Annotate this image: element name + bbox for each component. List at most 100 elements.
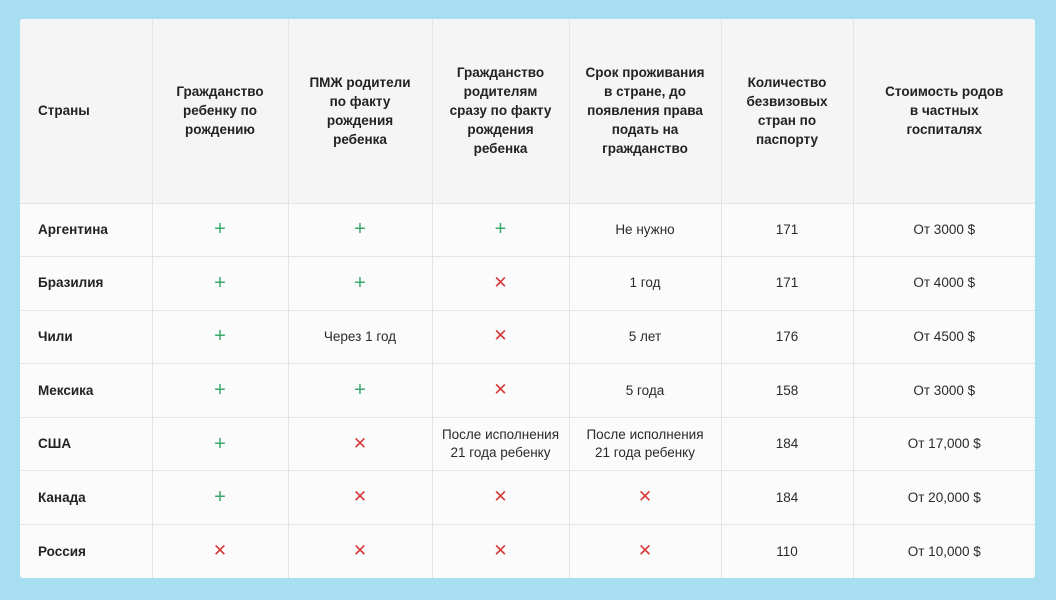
table-cell: От 3000 $ <box>853 363 1035 418</box>
table-cell: + <box>432 203 570 258</box>
table-cell: ✕ <box>288 470 433 526</box>
table-cell: ✕ <box>432 363 570 418</box>
country-name: США <box>20 417 153 472</box>
plus-icon: + <box>354 218 366 241</box>
country-name: Россия <box>20 524 153 578</box>
table-cell: + <box>152 363 289 418</box>
header-residence-period: Срок проживания в стране, до появления п… <box>569 19 722 204</box>
table-cell: + <box>152 203 289 258</box>
cell-text: 158 <box>775 382 799 398</box>
cell-text: 171 <box>775 221 799 237</box>
table-cell: ✕ <box>569 524 722 578</box>
header-visa-free: Количество безвизовых стран по паспорту <box>721 19 854 204</box>
cross-icon: ✕ <box>493 380 508 400</box>
country-name: Бразилия <box>20 256 153 311</box>
table-header: Страны Гражданство ребенку по рождению П… <box>20 19 1035 204</box>
table-row: Бразилия + + ✕ 1 год 171 От 4000 $ <box>20 256 1035 311</box>
table-row: Аргентина + + + Не нужно 171 От 3000 $ <box>20 203 1035 258</box>
cell-text: 184 <box>775 436 799 452</box>
cell-text: 176 <box>775 328 799 344</box>
table-body: Аргентина + + + Не нужно 171 От 3000 $ Бразилия… <box>20 203 1035 578</box>
cell-text: От 4500 $ <box>913 328 976 344</box>
comparison-card: Страны Гражданство ребенку по рождению П… <box>20 19 1035 578</box>
plus-icon: + <box>214 271 226 294</box>
table-cell: + <box>288 203 433 258</box>
cross-icon: ✕ <box>493 326 508 346</box>
table-cell: 184 <box>721 470 854 526</box>
plus-icon: + <box>354 379 366 402</box>
plus-icon: + <box>494 218 507 241</box>
table-cell: От 17,000 $ <box>853 417 1035 472</box>
table-row: США + ✕ После исполнения 21 года ребенку Пос… <box>20 417 1035 472</box>
plus-icon: + <box>214 379 226 402</box>
cell-text: От 10,000 $ <box>907 543 981 559</box>
cross-icon: ✕ <box>352 541 368 561</box>
cell-text: 184 <box>775 489 799 505</box>
cross-icon: ✕ <box>637 541 653 561</box>
table-row: Чили + Через 1 год ✕ 5 лет 176 От 4500 $ <box>20 310 1035 365</box>
country-name: Мексика <box>20 363 153 418</box>
table-cell: От 4000 $ <box>853 256 1035 311</box>
cell-text: От 3000 $ <box>913 382 976 398</box>
cell-text: От 3000 $ <box>913 221 976 237</box>
table-cell: 184 <box>721 417 854 472</box>
table-cell: От 10,000 $ <box>853 524 1035 578</box>
header-parents-citizenship: Гражданство родителям сразу по факту рож… <box>432 19 570 204</box>
cross-icon: ✕ <box>637 487 653 507</box>
header-row: Страны Гражданство ребенку по рождению П… <box>20 19 1035 204</box>
cell-text: От 4000 $ <box>913 275 976 291</box>
comparison-table: Страны Гражданство ребенку по рождению П… <box>20 19 1035 578</box>
table-cell: 171 <box>721 256 854 311</box>
country-name: Чили <box>20 310 153 365</box>
cross-icon: ✕ <box>493 272 508 292</box>
table-row: Россия ✕ ✕ ✕ ✕ 110 От 10,000 $ <box>20 524 1035 578</box>
cell-text: 1 год <box>629 275 661 291</box>
table-cell: 176 <box>721 310 854 365</box>
cross-icon: ✕ <box>352 487 368 507</box>
table-cell: 5 года <box>569 363 722 418</box>
country-name: Канада <box>20 470 153 526</box>
table-cell: 5 лет <box>569 310 722 365</box>
cell-text: Через 1 год <box>323 328 397 344</box>
table-cell: + <box>152 310 289 365</box>
table-cell: + <box>152 256 289 311</box>
header-countries: Страны <box>20 19 153 204</box>
country-name: Аргентина <box>20 203 153 258</box>
cell-text: После исполнения 21 года ребенку <box>441 427 560 461</box>
table-cell: + <box>152 417 289 472</box>
cell-text: Не нужно <box>615 221 675 237</box>
cell-text: От 17,000 $ <box>907 436 981 452</box>
cell-text: 5 лет <box>628 328 662 344</box>
table-cell: ✕ <box>432 310 570 365</box>
plus-icon: + <box>214 325 226 348</box>
table-cell: ✕ <box>432 470 570 526</box>
table-cell: После исполнения 21 года ребенку <box>432 417 570 472</box>
table-cell: От 3000 $ <box>853 203 1035 258</box>
table-cell: ✕ <box>288 524 433 578</box>
header-child-citizenship: Гражданство ребенку по рождению <box>152 19 289 204</box>
cross-icon: ✕ <box>493 541 508 561</box>
plus-icon: + <box>354 271 366 294</box>
table-cell: От 4500 $ <box>853 310 1035 365</box>
header-birth-cost: Стоимость родов в частных госпиталях <box>853 19 1035 204</box>
table-cell: + <box>152 470 289 526</box>
table-cell: + <box>288 256 433 311</box>
table-cell: Не нужно <box>569 203 722 258</box>
table-cell: После исполнения 21 года ребенку <box>569 417 722 472</box>
table-cell: ✕ <box>288 417 433 472</box>
cell-text: 110 <box>776 543 798 559</box>
cell-text: После исполнения 21 года ребенку <box>586 427 704 461</box>
table-cell: ✕ <box>569 470 722 526</box>
cell-text: 171 <box>775 275 799 291</box>
table-row: Мексика + + ✕ 5 года 158 От 3000 $ <box>20 363 1035 418</box>
cell-text: От 20,000 $ <box>907 489 981 505</box>
table-cell: От 20,000 $ <box>853 470 1035 526</box>
table-cell: 110 <box>721 524 854 578</box>
table-cell: ✕ <box>152 524 289 578</box>
table-row: Канада + ✕ ✕ ✕ 184 От 20,000 $ <box>20 470 1035 526</box>
table-cell: 1 год <box>569 256 722 311</box>
plus-icon: + <box>214 486 226 509</box>
table-cell: + <box>288 363 433 418</box>
cell-text: 5 года <box>625 382 665 398</box>
cross-icon: ✕ <box>352 433 368 453</box>
